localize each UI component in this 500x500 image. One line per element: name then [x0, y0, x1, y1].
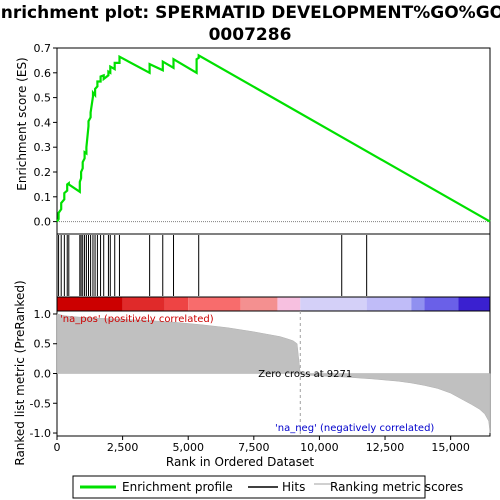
heat-band-segment — [366, 297, 412, 311]
heat-band-segment — [424, 297, 459, 311]
es-y-tick-label: 0.7 — [34, 42, 52, 55]
legend-hits-label: Hits — [282, 480, 305, 494]
legend: Enrichment profile Hits Ranking metric s… — [72, 475, 463, 499]
metric-y-tick-label: 0.5 — [34, 338, 52, 351]
heat-band — [56, 296, 491, 312]
legend-metric-label: Ranking metric scores — [330, 480, 463, 494]
es-panel: 0.0 0.1 0.2 0.3 0.4 0.5 0.6 0.7 — [34, 42, 491, 235]
negative-correlation-label: 'na_neg' (negatively correlated) — [275, 423, 434, 434]
heat-band-segment — [240, 297, 278, 311]
heat-band-segment — [188, 297, 241, 311]
legend-enrichment-label: Enrichment profile — [122, 480, 233, 494]
x-axis: 0 2,500 5,000 7,500 10,000 12,500 15,000 — [54, 436, 470, 454]
es-y-axis-label: Enrichment score (ES) — [15, 57, 29, 190]
es-y-tick-label: 0.3 — [34, 141, 52, 154]
metric-y-axis-label: Ranked list metric (PreRanked) — [13, 280, 27, 465]
es-y-tick-label: 0.4 — [34, 116, 52, 129]
x-axis-label: Rank in Ordered Dataset — [166, 455, 314, 469]
metric-y-tick-label: 1.0 — [34, 308, 52, 321]
metric-y-tick-label: 0.0 — [34, 368, 52, 381]
ranking-metric-area — [56, 313, 491, 434]
heat-band-segment — [57, 297, 123, 311]
x-tick-label: 2,500 — [107, 441, 139, 454]
metric-y-tick-label: -0.5 — [30, 397, 51, 410]
x-tick-label: 5,000 — [172, 441, 204, 454]
x-tick-label: 15,000 — [431, 441, 470, 454]
es-y-tick-label: 0.5 — [34, 92, 52, 105]
es-y-tick-label: 0.6 — [34, 67, 52, 80]
x-tick-label: 12,500 — [366, 441, 405, 454]
hits-panel — [56, 233, 491, 298]
ranked-metric-panel: 1.0 0.5 0.0 -0.5 -1.0 'na_pos' (positively co… — [30, 308, 491, 440]
heat-band-segment — [164, 297, 189, 311]
es-y-tick-label: 0.2 — [34, 166, 52, 179]
zero-cross-label: Zero cross at 9271 — [258, 369, 352, 380]
metric-y-tick-label: -1.0 — [30, 427, 51, 440]
positive-correlation-label: 'na_pos' (positively correlated) — [60, 314, 214, 325]
heat-band-segment — [411, 297, 425, 311]
x-tick-label: 0 — [54, 441, 61, 454]
enrichment-profile-line — [56, 53, 491, 223]
x-tick-label: 10,000 — [300, 441, 339, 454]
es-plot-frame — [56, 47, 491, 235]
es-y-tick-label: 0.0 — [34, 216, 52, 229]
chart-title-line-1: Enrichment plot: SPERMATID DEVELOPMENT%G… — [0, 3, 500, 23]
es-y-tick-label: 0.1 — [34, 191, 52, 204]
hits-frame — [56, 233, 491, 298]
heat-band-segment — [122, 297, 165, 311]
heat-band-segment — [300, 297, 367, 311]
heat-band-segment — [458, 297, 490, 311]
chart-title-line-2: 0007286 — [209, 25, 292, 45]
x-tick-label: 7,500 — [238, 441, 270, 454]
heat-band-segment — [277, 297, 301, 311]
